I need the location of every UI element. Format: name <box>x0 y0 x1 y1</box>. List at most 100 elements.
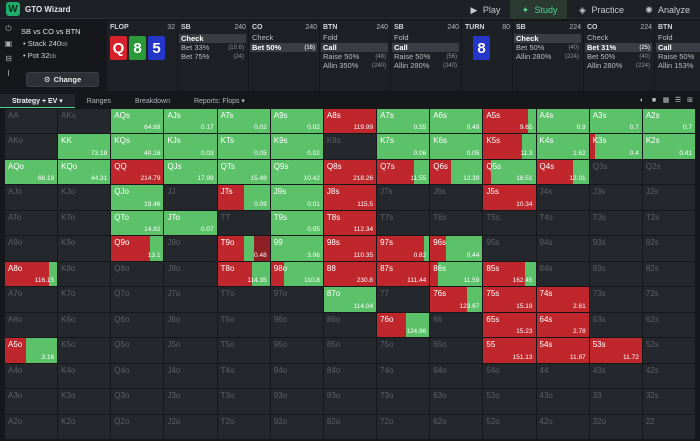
hand-cell[interactable]: A8o 116.15 <box>5 261 58 287</box>
action-option[interactable]: Allin 153%(224) <box>658 61 700 70</box>
column-sb[interactable]: SB 224 Check Bet 50% (40) Allin 280% (224) <box>513 21 583 91</box>
hand-cell[interactable]: 22 <box>642 414 695 439</box>
hand-cell[interactable]: 82o <box>323 414 377 439</box>
hand-cell[interactable]: Q8s 218.26 <box>323 159 377 185</box>
action-option[interactable]: Raise 50% (48) <box>323 52 388 61</box>
hand-cell[interactable]: KQs 40.16 <box>111 134 164 159</box>
hand-cell[interactable]: Q5s 18.51 <box>483 159 536 185</box>
hand-cell[interactable]: A5s 9.65 <box>483 109 536 134</box>
hand-cell[interactable]: JTs 0.09 <box>217 185 270 210</box>
hand-cell[interactable]: A9o <box>5 236 58 261</box>
hand-cell[interactable]: KK 73.18 <box>58 134 111 159</box>
hand-cell[interactable]: KJs 0.03 <box>164 134 217 159</box>
action-option[interactable]: Bet 33% (10.6) <box>181 43 246 52</box>
hand-cell[interactable]: 97s 0.82 <box>377 236 430 261</box>
hand-cell[interactable]: 53o <box>483 389 536 414</box>
hand-cell[interactable]: 86s 11.59 <box>430 261 483 287</box>
change-button[interactable]: ⚙ Change <box>26 72 99 87</box>
hand-cell[interactable]: JJ <box>164 185 217 210</box>
hand-cell[interactable]: Q2o <box>111 414 164 439</box>
hand-cell[interactable]: A2s 0.7 <box>642 109 695 134</box>
hand-cell[interactable]: A8s 119.99 <box>323 109 377 134</box>
hand-cell[interactable]: J2s <box>642 185 695 210</box>
action-option[interactable]: Raise 50% (56) <box>394 52 459 61</box>
hand-cell[interactable]: J5s 10.34 <box>483 185 536 210</box>
hand-cell[interactable]: 96o <box>270 312 323 338</box>
hand-cell[interactable]: J3s <box>589 185 642 210</box>
hand-cell[interactable]: 52o <box>483 414 536 439</box>
hand-cell[interactable]: Q3s <box>589 159 642 185</box>
hand-cell[interactable]: A7s 0.55 <box>377 109 430 134</box>
hand-cell[interactable]: 52s <box>642 338 695 363</box>
column-co[interactable]: CO 224 Check Bet 31% (25) Bet 50% (40) Allin 28… <box>584 21 654 91</box>
hand-cell[interactable]: QJs 17.99 <box>164 159 217 185</box>
action-option[interactable]: Call <box>656 43 700 52</box>
hand-cell[interactable]: 72o <box>377 414 430 439</box>
action-option[interactable]: Check <box>587 33 652 42</box>
hand-cell[interactable]: T5s <box>483 210 536 236</box>
hand-cell[interactable]: T6s <box>430 210 483 236</box>
square-icon[interactable]: ■ <box>651 97 657 104</box>
hand-cell[interactable]: T7s <box>377 210 430 236</box>
hand-cell[interactable]: T9o 0.48 <box>217 236 270 261</box>
hand-cell[interactable]: J6o <box>164 312 217 338</box>
text-cursor-icon[interactable]: Ι <box>7 69 10 78</box>
hand-cell[interactable]: 54o <box>483 363 536 389</box>
hand-cell[interactable]: T2s <box>642 210 695 236</box>
hand-cell[interactable]: 32o <box>589 414 642 439</box>
nav-play[interactable]: ▶ Play <box>459 0 511 19</box>
hand-cell[interactable]: J7s <box>377 185 430 210</box>
hand-cell[interactable]: Q6s 12.39 <box>430 159 483 185</box>
hand-cell[interactable]: 98o 110.8 <box>270 261 323 287</box>
action-option[interactable]: Allin 280% (224) <box>516 52 581 61</box>
hand-cell[interactable]: J4o <box>164 363 217 389</box>
hand-cell[interactable]: K7s 0.06 <box>377 134 430 159</box>
hand-cell[interactable]: K7o <box>58 287 111 312</box>
hand-cell[interactable]: KTo <box>58 210 111 236</box>
hand-cell[interactable]: T4o <box>217 363 270 389</box>
hand-cell[interactable]: 44 <box>536 363 589 389</box>
logo-icon[interactable]: W <box>6 2 20 16</box>
action-option[interactable]: Fold <box>323 33 388 42</box>
hand-cell[interactable]: A2o <box>5 414 58 439</box>
hand-cell[interactable]: 74s 2.61 <box>536 287 589 312</box>
hand-cell[interactable]: AQs 64.69 <box>111 109 164 134</box>
hand-cell[interactable]: T7o <box>217 287 270 312</box>
hand-cell[interactable]: A7o <box>5 287 58 312</box>
hand-cell[interactable]: J6s <box>430 185 483 210</box>
hand-cell[interactable]: A6s 0.49 <box>430 109 483 134</box>
nav-practice[interactable]: ◈ Practice <box>567 0 634 19</box>
column-turn[interactable]: TURN 80 8 <box>462 21 512 91</box>
hand-cell[interactable]: 64o <box>430 363 483 389</box>
hand-cell[interactable]: 98s 110.35 <box>323 236 377 261</box>
hand-cell[interactable]: 63o <box>430 389 483 414</box>
action-option[interactable]: Allin 280% (240) <box>394 61 459 70</box>
hand-cell[interactable]: Q6o <box>111 312 164 338</box>
tab-2[interactable]: Breakdown <box>134 97 170 105</box>
hand-cell[interactable]: 77 <box>377 287 430 312</box>
hand-cell[interactable]: Q5o <box>111 338 164 363</box>
hand-cell[interactable]: 43o <box>536 389 589 414</box>
hand-cell[interactable]: J7o <box>164 287 217 312</box>
hand-cell[interactable]: 63s <box>589 312 642 338</box>
hand-cell[interactable]: J4s <box>536 185 589 210</box>
hand-cell[interactable]: 95s <box>483 236 536 261</box>
action-option[interactable]: Bet 31% (25) <box>585 43 652 52</box>
hand-cell[interactable]: K6o <box>58 312 111 338</box>
column-sb[interactable]: SB 240 Fold Call Raise 50% (56) Allin 280% (240… <box>391 21 461 91</box>
hand-cell[interactable]: 54s 11.87 <box>536 338 589 363</box>
hand-cell[interactable]: Q2s <box>642 159 695 185</box>
hand-cell[interactable]: K8s <box>323 134 377 159</box>
grid-icon[interactable]: ▦ <box>662 97 670 104</box>
hand-cell[interactable]: ATs 0.02 <box>217 109 270 134</box>
hand-cell[interactable]: K3o <box>58 389 111 414</box>
action-option[interactable]: Check <box>252 33 317 42</box>
hand-cell[interactable]: 62o <box>430 414 483 439</box>
hand-cell[interactable]: 74o <box>377 363 430 389</box>
hand-cell[interactable]: K6s 0.05 <box>430 134 483 159</box>
hand-cell[interactable]: A6o <box>5 312 58 338</box>
hand-cell[interactable]: 92s <box>642 236 695 261</box>
column-btn[interactable]: BTN224FoldCallRaise 50%(80)Allin 153%(22… <box>655 21 700 91</box>
hand-cell[interactable]: 93s <box>589 236 642 261</box>
hand-cell[interactable]: 99 3.06 <box>270 236 323 261</box>
